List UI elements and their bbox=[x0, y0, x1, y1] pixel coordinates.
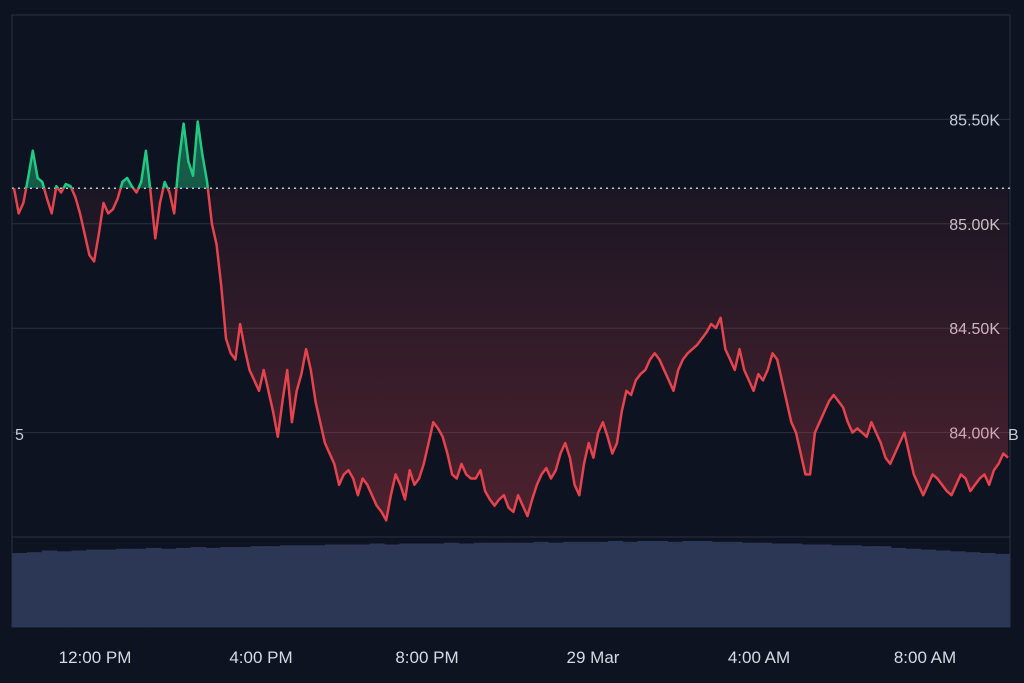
volume-bar bbox=[160, 548, 177, 627]
volume-bar bbox=[995, 553, 1011, 627]
volume-bar bbox=[563, 541, 579, 627]
volume-bar bbox=[578, 541, 594, 627]
volume-bar bbox=[250, 546, 266, 627]
x-tick-label: 29 Mar bbox=[567, 648, 620, 667]
volume-bar bbox=[712, 541, 728, 627]
volume-bar bbox=[116, 548, 132, 627]
x-tick-labels: 12:00 PM 4:00 PM 8:00 PM 29 Mar 4:00 AM 8:00 … bbox=[59, 648, 957, 667]
volume-bar bbox=[56, 551, 72, 627]
volume-bar bbox=[146, 547, 162, 627]
volume-bar bbox=[637, 541, 653, 627]
volume-bar bbox=[190, 547, 207, 627]
volume-bar bbox=[533, 541, 549, 627]
volume-bar bbox=[443, 542, 460, 627]
volume-bar bbox=[682, 541, 698, 627]
price-line-up bbox=[13, 120, 210, 189]
volume-bar bbox=[265, 546, 281, 627]
x-tick-label: 12:00 PM bbox=[59, 648, 132, 667]
volume-bar bbox=[309, 545, 326, 627]
area-below-baseline bbox=[14, 188, 1008, 521]
volume-bar bbox=[622, 541, 639, 627]
volume-bar bbox=[950, 551, 966, 627]
volume-bar bbox=[548, 542, 564, 627]
volume-bars bbox=[12, 541, 1011, 627]
price-line-down bbox=[12, 188, 1009, 522]
volume-bar bbox=[86, 549, 102, 627]
volume-bar bbox=[71, 550, 87, 627]
volume-bar bbox=[458, 543, 475, 627]
volume-bar bbox=[295, 545, 311, 627]
volume-bar bbox=[518, 542, 534, 627]
volume-bar bbox=[801, 544, 817, 627]
volume-bar bbox=[980, 553, 996, 627]
volume-bar bbox=[175, 547, 192, 627]
volume-bar bbox=[384, 544, 400, 627]
volume-bar bbox=[905, 548, 922, 627]
volume-bar bbox=[965, 552, 981, 627]
volume-bar bbox=[26, 552, 43, 627]
x-tick-label: 8:00 AM bbox=[894, 648, 956, 667]
volume-bar bbox=[220, 547, 236, 627]
volume-bar bbox=[473, 542, 490, 627]
x-tick-label: 8:00 PM bbox=[395, 648, 458, 667]
volume-bar bbox=[846, 545, 862, 627]
volume-bar bbox=[920, 549, 936, 627]
left-axis-stub: 5 bbox=[15, 427, 24, 444]
volume-bar bbox=[429, 543, 445, 627]
volume-bar bbox=[786, 543, 802, 627]
volume-bar bbox=[726, 541, 743, 627]
volume-bar bbox=[488, 542, 504, 627]
volume-bar bbox=[592, 541, 609, 627]
volume-bar bbox=[503, 542, 519, 627]
volume-bar bbox=[399, 543, 415, 627]
y-tick-label: 85.50K bbox=[949, 112, 1000, 129]
volume-bar bbox=[339, 544, 355, 627]
volume-bar bbox=[324, 544, 341, 627]
volume-bar bbox=[131, 548, 147, 627]
volume-bar bbox=[414, 543, 430, 627]
x-tick-label: 4:00 AM bbox=[728, 648, 790, 667]
volume-bar bbox=[697, 541, 713, 627]
volume-bar bbox=[369, 543, 385, 627]
volume-bar bbox=[652, 541, 668, 627]
volume-bar bbox=[280, 545, 296, 627]
volume-bar bbox=[41, 550, 58, 627]
volume-bar bbox=[607, 541, 624, 627]
volume-bar bbox=[235, 547, 251, 627]
volume-bar bbox=[816, 544, 832, 627]
volume-bar bbox=[890, 547, 907, 627]
volume-bar bbox=[12, 553, 28, 627]
volume-bar bbox=[741, 542, 758, 627]
volume-bar bbox=[101, 549, 117, 627]
volume-bar bbox=[861, 546, 877, 627]
volume-bar bbox=[771, 543, 787, 627]
x-tick-label: 4:00 PM bbox=[229, 648, 292, 667]
volume-bar bbox=[205, 547, 221, 627]
right-edge-stub: B bbox=[1008, 427, 1019, 444]
volume-bar bbox=[756, 542, 773, 627]
volume-bar bbox=[935, 550, 951, 627]
volume-bar bbox=[667, 541, 683, 627]
volume-bar bbox=[875, 546, 892, 627]
volume-bar bbox=[831, 545, 847, 627]
volume-bar bbox=[354, 544, 370, 627]
